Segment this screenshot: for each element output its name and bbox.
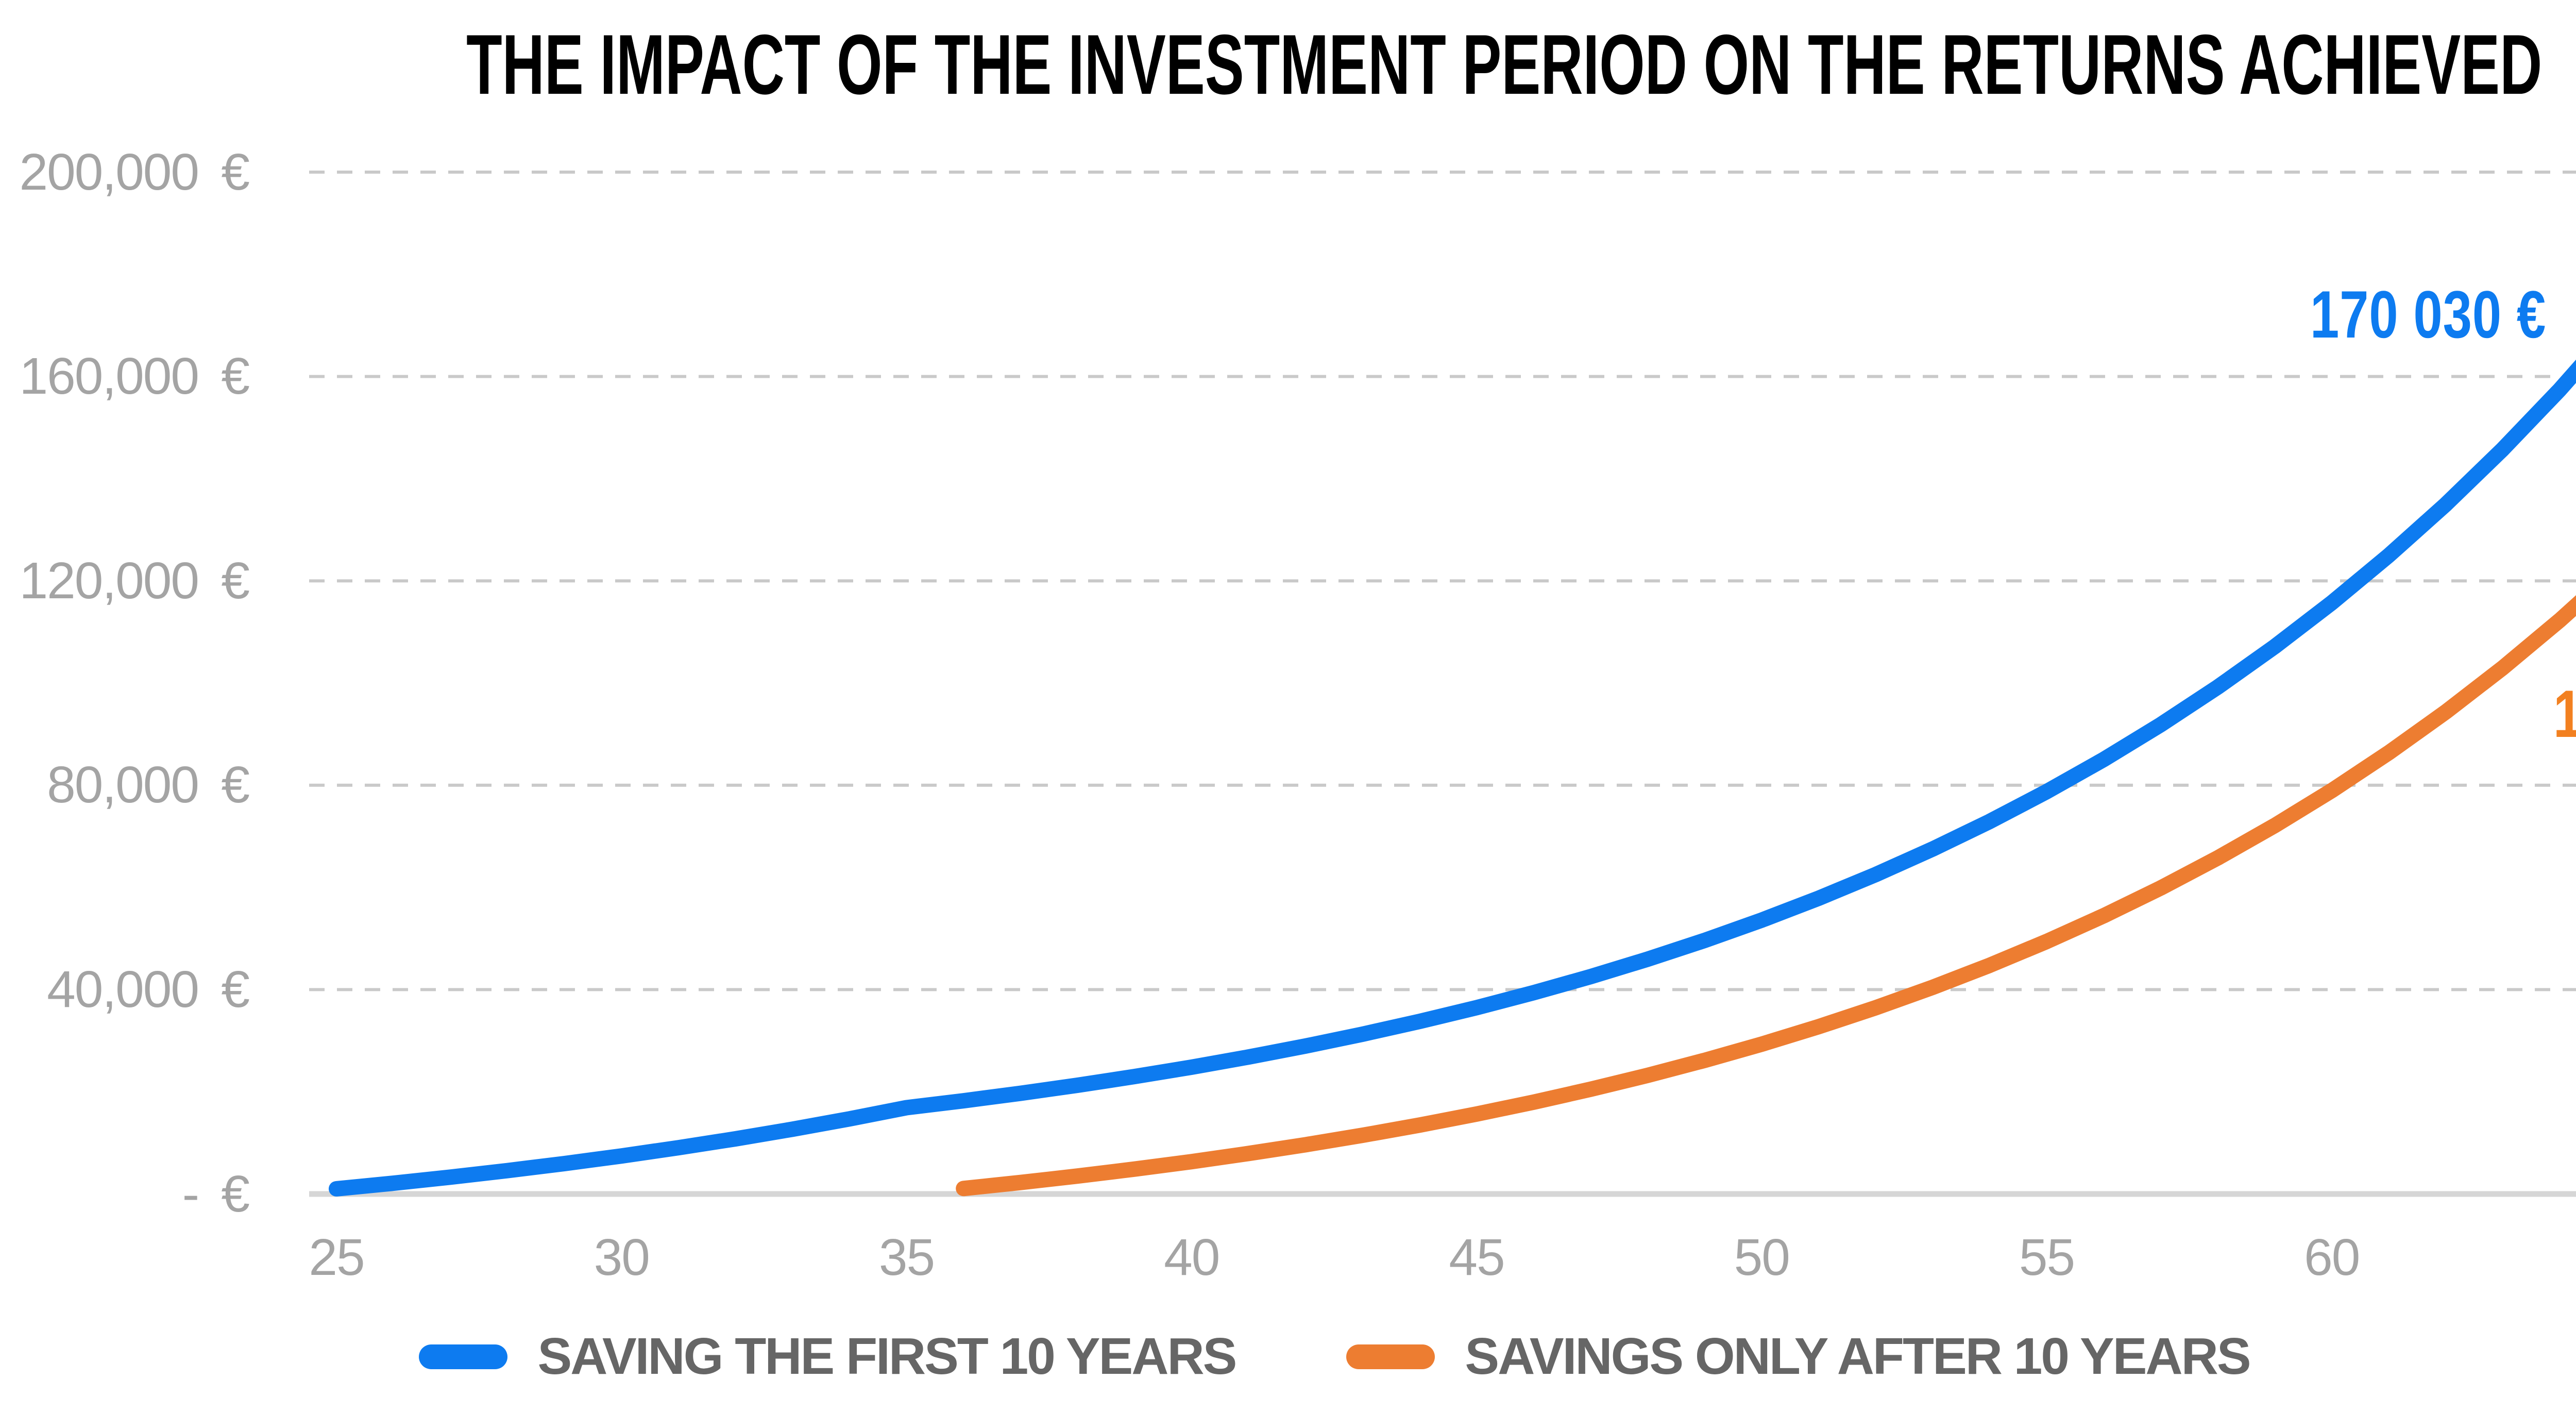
legend-label-saving-first-10-years: SAVING THE FIRST 10 YEARS bbox=[537, 1327, 1237, 1385]
currency-symbol: € bbox=[221, 756, 250, 814]
y-tick-value: 160,000 bbox=[19, 347, 199, 406]
x-tick-60: 60 bbox=[2304, 1229, 2360, 1286]
y-tick-80000: 80,000 € bbox=[0, 749, 250, 821]
currency-symbol: € bbox=[221, 347, 250, 406]
x-tick-45: 45 bbox=[1449, 1229, 1505, 1286]
currency-symbol: € bbox=[221, 143, 250, 201]
data-label-savings-only-after-10-years: 122 346 € bbox=[2520, 675, 2576, 752]
legend-line-sample-orange bbox=[1346, 1344, 1435, 1369]
data-label-savings-only-after-10-years-text: 122 346 € bbox=[2553, 675, 2576, 752]
legend-item-savings-only-after-10-years: SAVINGS ONLY AFTER 10 YEARS bbox=[1346, 1327, 2251, 1386]
currency-symbol: € bbox=[221, 551, 250, 610]
x-tick-40: 40 bbox=[1164, 1229, 1220, 1286]
y-tick-120000: 120,000 € bbox=[0, 545, 250, 617]
chart-title: THE IMPACT OF THE INVESTMENT PERIOD ON T… bbox=[0, 15, 2576, 113]
y-tick-200000: 200,000 € bbox=[0, 136, 250, 208]
legend-label-savings-only-after-10-years: SAVINGS ONLY AFTER 10 YEARS bbox=[1465, 1327, 2251, 1385]
y-tick-40000: 40,000 € bbox=[0, 953, 250, 1025]
series-line-1 bbox=[956, 595, 2576, 1197]
currency-symbol: € bbox=[221, 1165, 250, 1223]
y-tick-value: 40,000 bbox=[47, 960, 199, 1018]
y-tick-0: - € bbox=[0, 1158, 250, 1230]
series-line-0 bbox=[329, 359, 2576, 1197]
x-tick-50: 50 bbox=[1734, 1229, 1790, 1286]
data-label-saving-first-10-years: 170 030 € bbox=[2277, 276, 2576, 353]
currency-symbol: € bbox=[221, 960, 250, 1018]
x-tick-30: 30 bbox=[594, 1229, 650, 1286]
y-tick-value: - bbox=[182, 1165, 199, 1223]
legend-item-saving-first-10-years: SAVING THE FIRST 10 YEARS bbox=[419, 1327, 1237, 1386]
y-tick-value: 120,000 bbox=[19, 551, 199, 610]
x-tick-65: 65 bbox=[2555, 1221, 2576, 1293]
y-tick-value: 80,000 bbox=[47, 756, 199, 814]
x-tick-55: 55 bbox=[2019, 1229, 2075, 1286]
legend-line-sample-blue bbox=[419, 1344, 508, 1369]
x-tick-25: 25 bbox=[309, 1229, 365, 1286]
data-label-saving-first-10-years-text: 170 030 € bbox=[2310, 277, 2547, 352]
y-tick-value: 200,000 bbox=[19, 143, 199, 201]
y-tick-160000: 160,000 € bbox=[0, 341, 250, 413]
chart-title-text: THE IMPACT OF THE INVESTMENT PERIOD ON T… bbox=[466, 17, 2543, 112]
x-tick-35: 35 bbox=[878, 1229, 935, 1286]
legend: SAVING THE FIRST 10 YEARS SAVINGS ONLY A… bbox=[0, 1327, 2576, 1386]
